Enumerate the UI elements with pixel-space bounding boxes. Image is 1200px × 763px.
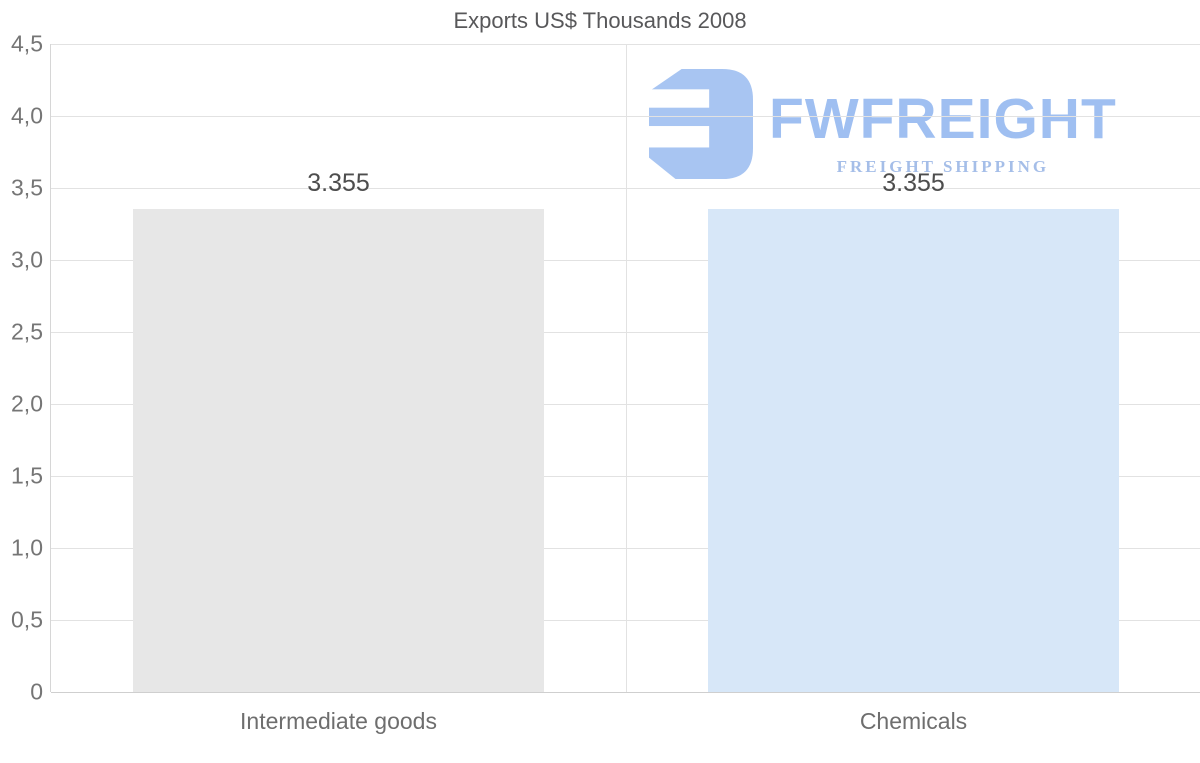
fwfreight-watermark: FWFREIGHT FREIGHT SHIPPING bbox=[649, 68, 1117, 180]
y-axis-tick-label: 1,0 bbox=[11, 534, 43, 561]
category-divider bbox=[626, 44, 627, 692]
gridline bbox=[51, 188, 1200, 189]
y-axis-tick-label: 0 bbox=[30, 678, 43, 705]
gridline-layer: 0 0,5 1,0 1,5 2,0 2,5 3,0 3,5 4,0 4,5 bbox=[11, 31, 1200, 705]
gridline bbox=[51, 404, 1200, 405]
watermark-layer: FWFREIGHT FREIGHT SHIPPING bbox=[51, 44, 1200, 692]
gridline bbox=[51, 692, 1200, 693]
bar-value-label: 3.355 bbox=[882, 168, 945, 197]
y-axis-tick-label: 4,0 bbox=[11, 102, 43, 129]
y-axis-tick-label: 1,5 bbox=[11, 462, 43, 489]
x-axis-label: Intermediate goods bbox=[240, 708, 437, 734]
bars-layer bbox=[51, 44, 1200, 692]
gridline bbox=[51, 620, 1200, 621]
fwfreight-wordmark: FWFREIGHT bbox=[769, 87, 1117, 151]
fwfreight-tagline: FREIGHT SHIPPING bbox=[836, 157, 1050, 176]
gridline bbox=[51, 548, 1200, 549]
bar-value-label: 3.355 bbox=[307, 168, 370, 197]
gridline bbox=[51, 116, 1200, 117]
fwfreight-logo-icon bbox=[649, 68, 753, 180]
fwfreight-logo-text: FWFREIGHT FREIGHT SHIPPING bbox=[769, 91, 1117, 177]
y-axis-tick-label: 3,5 bbox=[11, 174, 43, 201]
y-axis-tick-label: 4,5 bbox=[11, 30, 43, 57]
bar-1 bbox=[132, 208, 545, 692]
gridline bbox=[51, 476, 1200, 477]
gridline bbox=[51, 260, 1200, 261]
y-axis-tick-label: 2,0 bbox=[11, 390, 43, 417]
y-axis-tick-label: 2,5 bbox=[11, 318, 43, 345]
x-axis-label: Chemicals bbox=[859, 708, 968, 734]
gridline bbox=[51, 332, 1200, 333]
bar-2 bbox=[707, 208, 1120, 692]
plot-area: FWFREIGHT FREIGHT SHIPPING 0 0,5 1,0 1,5 2,0… bbox=[11, 31, 1200, 734]
labels-layer: 3.355 Intermediate goods 3.355 Chemicals bbox=[51, 44, 1200, 734]
y-axis-tick-label: 0,5 bbox=[11, 606, 43, 633]
gridline bbox=[51, 44, 1200, 45]
chart-title: Exports US$ Thousands 2008 bbox=[453, 8, 747, 33]
y-axis-tick-label: 3,0 bbox=[11, 246, 43, 273]
